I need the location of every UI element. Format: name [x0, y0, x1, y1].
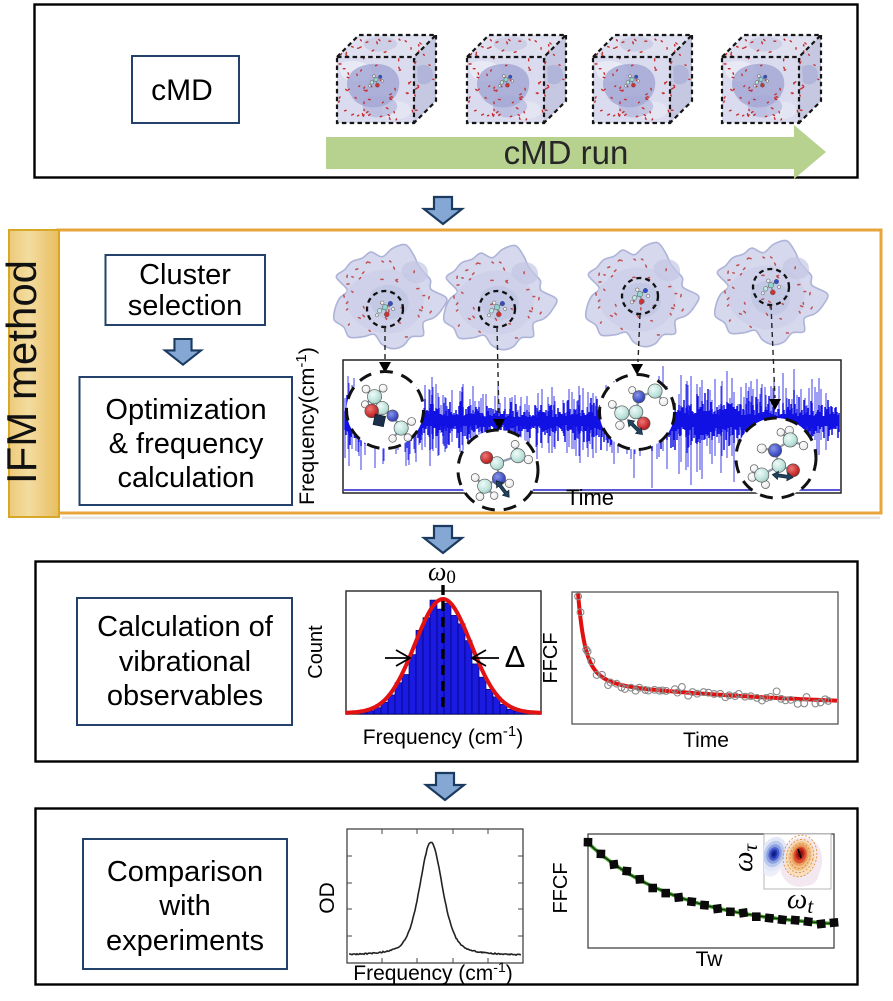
svg-text:Count: Count	[305, 625, 327, 679]
svg-text:Frequency (cm-1): Frequency (cm-1)	[353, 959, 513, 985]
svg-text:Time: Time	[683, 729, 729, 752]
svg-text:observables: observables	[107, 680, 263, 712]
svg-text:Δ: Δ	[505, 639, 526, 674]
svg-text:cMD: cMD	[151, 74, 213, 107]
svg-text:cMD run: cMD run	[504, 134, 629, 171]
svg-text:Tw: Tw	[696, 948, 724, 971]
svg-text:FFCF: FFCF	[540, 632, 562, 683]
svg-text:vibrational: vibrational	[119, 646, 251, 678]
svg-text:OD: OD	[316, 882, 339, 914]
svg-text:with: with	[158, 890, 211, 922]
svg-text:Calculation of: Calculation of	[97, 611, 274, 643]
svg-text:selection: selection	[128, 290, 242, 322]
svg-text:& frequency: & frequency	[109, 428, 264, 460]
svg-text:Comparison: Comparison	[107, 856, 263, 888]
svg-text:Time: Time	[566, 485, 614, 510]
svg-text:IFM method: IFM method	[0, 260, 45, 484]
svg-text:experiments: experiments	[106, 925, 264, 957]
svg-text:Frequency(cm-1): Frequency(cm-1)	[293, 347, 320, 505]
svg-text:Frequency (cm-1): Frequency (cm-1)	[363, 723, 523, 750]
svg-text:Optimization: Optimization	[105, 394, 266, 426]
svg-text:FFCF: FFCF	[550, 862, 572, 913]
svg-text:Cluster: Cluster	[139, 259, 231, 291]
svg-text:ωτ: ωτ	[727, 843, 762, 872]
svg-text:ωt: ωt	[787, 883, 814, 918]
svg-text:calculation: calculation	[117, 462, 254, 494]
